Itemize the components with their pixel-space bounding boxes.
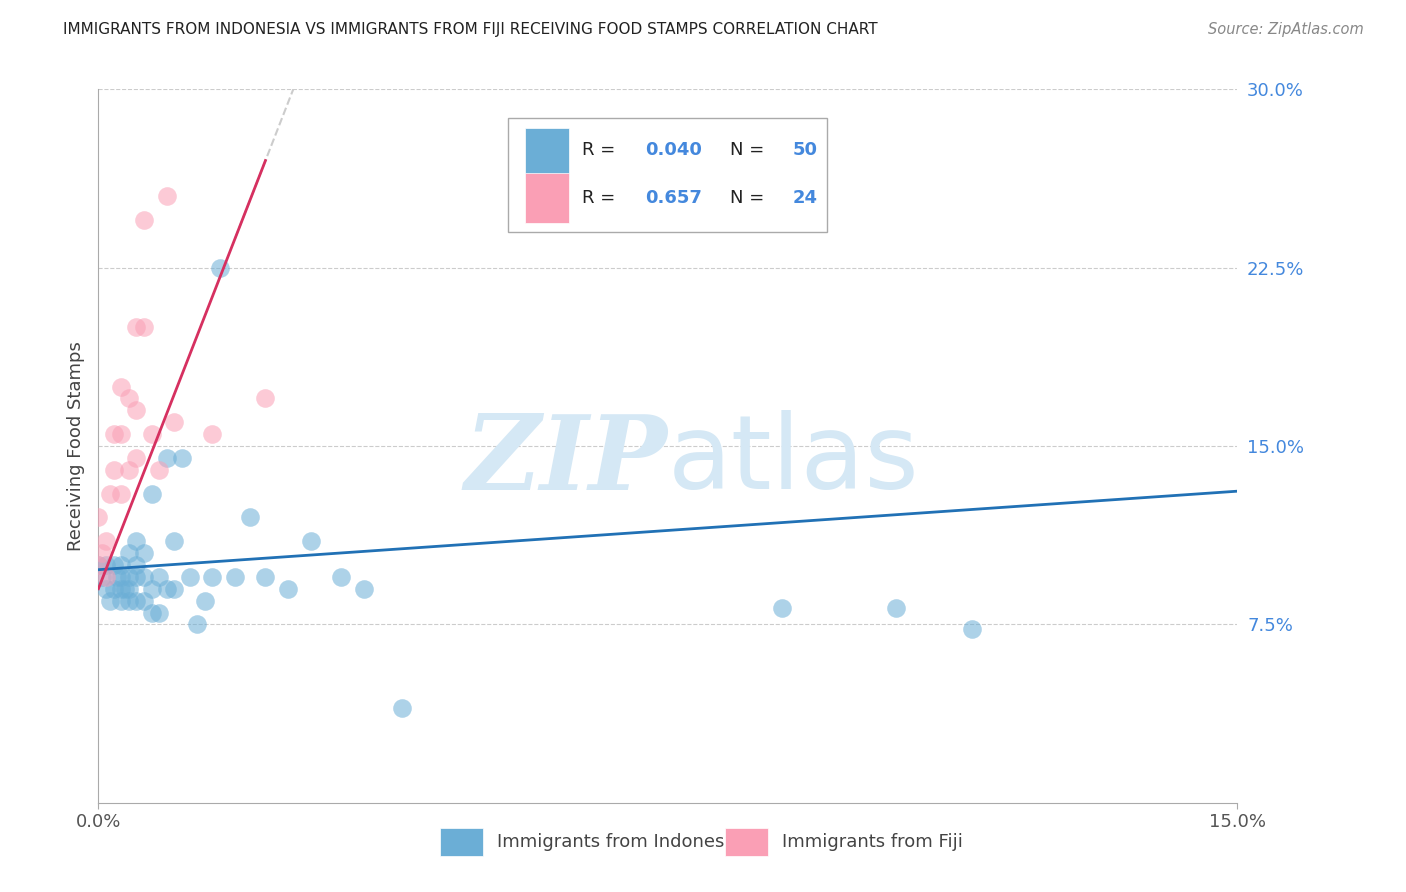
Point [103, 427, 125, 442]
Point [163, 534, 186, 549]
Point [148, 570, 170, 584]
Point [118, 463, 141, 477]
Point [201, 570, 224, 584]
Point [87, 558, 110, 572]
Text: N =: N = [731, 189, 770, 207]
Point [110, 486, 132, 500]
FancyBboxPatch shape [509, 118, 827, 232]
Y-axis label: Receiving Food Stamps: Receiving Food Stamps [66, 341, 84, 551]
Point [125, 534, 148, 549]
Point [201, 427, 224, 442]
Point [141, 486, 163, 500]
Point [125, 450, 148, 465]
Point [141, 582, 163, 596]
Point [156, 189, 179, 203]
Point [141, 606, 163, 620]
Point [118, 593, 141, 607]
Text: R =: R = [582, 189, 621, 207]
Point [132, 570, 155, 584]
Point [132, 320, 155, 334]
Point [239, 510, 262, 524]
Text: Immigrants from Fiji: Immigrants from Fiji [782, 833, 963, 851]
Point [118, 570, 141, 584]
Text: IMMIGRANTS FROM INDONESIA VS IMMIGRANTS FROM FIJI RECEIVING FOOD STAMPS CORRELAT: IMMIGRANTS FROM INDONESIA VS IMMIGRANTS … [63, 22, 877, 37]
Point [118, 392, 141, 406]
Point [103, 582, 125, 596]
Point [163, 415, 186, 429]
Point [103, 558, 125, 572]
Bar [725, 828, 768, 856]
Point [132, 213, 155, 227]
Point [254, 392, 277, 406]
Point [94, 570, 117, 584]
Point [125, 558, 148, 572]
Point [391, 700, 413, 714]
Bar [440, 828, 484, 856]
Point [94, 558, 117, 572]
Point [224, 570, 246, 584]
Point [156, 450, 179, 465]
Point [125, 403, 148, 417]
Point [103, 463, 125, 477]
Point [91, 546, 114, 560]
Point [186, 617, 208, 632]
Point [132, 546, 155, 560]
Point [110, 379, 132, 393]
Point [132, 593, 155, 607]
Point [98, 486, 121, 500]
Point [114, 582, 136, 596]
Text: Source: ZipAtlas.com: Source: ZipAtlas.com [1208, 22, 1364, 37]
Point [330, 570, 353, 584]
Text: Immigrants from Indonesia: Immigrants from Indonesia [498, 833, 741, 851]
Point [208, 260, 231, 275]
Point [118, 582, 141, 596]
Point [91, 570, 114, 584]
Point [125, 593, 148, 607]
Point [170, 450, 193, 465]
Point [110, 582, 132, 596]
Point [179, 570, 201, 584]
Point [277, 582, 299, 596]
Point [110, 570, 132, 584]
Point [94, 582, 117, 596]
Bar [526, 173, 569, 223]
Point [125, 570, 148, 584]
Point [107, 570, 129, 584]
Point [118, 546, 141, 560]
Point [770, 600, 793, 615]
Point [141, 427, 163, 442]
Point [353, 582, 375, 596]
Point [163, 582, 186, 596]
Text: 0.040: 0.040 [645, 141, 702, 159]
Point [125, 320, 148, 334]
Point [87, 510, 110, 524]
Text: 50: 50 [793, 141, 818, 159]
Point [98, 593, 121, 607]
Text: 24: 24 [793, 189, 818, 207]
Point [884, 600, 907, 615]
Point [94, 534, 117, 549]
Point [194, 593, 217, 607]
Text: 0.657: 0.657 [645, 189, 702, 207]
Point [110, 427, 132, 442]
Point [254, 570, 277, 584]
Text: atlas: atlas [668, 409, 920, 511]
Point [156, 582, 179, 596]
Point [148, 606, 170, 620]
Text: ZIP: ZIP [465, 409, 668, 511]
Bar [526, 128, 569, 178]
Point [960, 622, 983, 636]
Text: R =: R = [582, 141, 621, 159]
Point [110, 593, 132, 607]
Point [110, 558, 132, 572]
Text: N =: N = [731, 141, 770, 159]
Point [299, 534, 322, 549]
Point [87, 558, 110, 572]
Point [148, 463, 170, 477]
